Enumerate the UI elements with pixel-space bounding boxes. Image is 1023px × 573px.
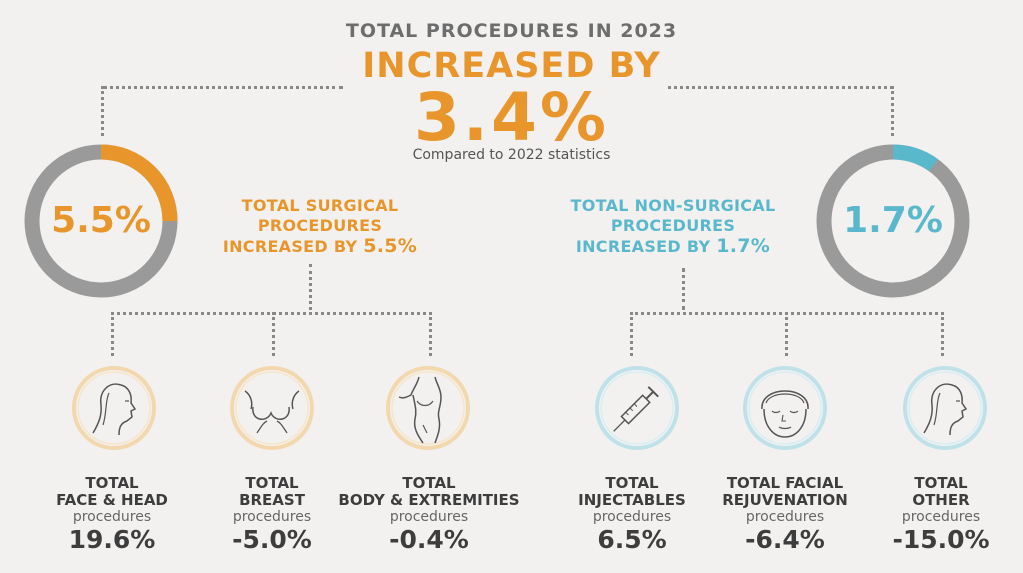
category-name: INJECTABLES	[578, 491, 686, 509]
connector-line	[630, 312, 633, 356]
connector-line	[111, 312, 432, 315]
category-name: BREAST	[239, 491, 305, 509]
nonsurgical-ring	[816, 144, 970, 298]
facial-mask-icon	[743, 366, 827, 450]
surgical-summary-line1: TOTAL SURGICAL	[241, 196, 399, 215]
total-percent: 3.4%	[413, 79, 610, 156]
nonsurgical-summary-prefix: INCREASED BY	[575, 237, 717, 256]
page-title: TOTAL PROCEDURES IN 2023	[345, 20, 678, 42]
surgical-ring-label: 5.5%	[51, 200, 151, 241]
connector-line	[111, 312, 114, 356]
connector-line	[785, 312, 788, 356]
nonsurgical-summary-line3: INCREASED BY 1.7%	[548, 236, 798, 257]
category-name: TOTAL	[245, 474, 299, 492]
category-name: FACE & HEAD	[56, 491, 168, 509]
face-profile-icon	[72, 366, 156, 450]
category-value: -5.0%	[232, 525, 312, 554]
body-icon	[386, 366, 470, 450]
surgical-summary-value: 5.5%	[363, 235, 418, 257]
increase-heading: INCREASED BY	[362, 46, 661, 86]
connector-line	[309, 264, 312, 310]
surgical-summary-prefix: INCREASED BY	[222, 237, 364, 256]
syringe-icon	[595, 366, 679, 450]
category-unit: procedures	[745, 509, 825, 525]
connector-line	[101, 86, 104, 136]
connector-line	[941, 312, 944, 356]
face-profile-icon	[903, 366, 987, 450]
category-other: TOTAL OTHER procedures -15.0%	[856, 475, 1023, 555]
category-unit: procedures	[232, 509, 312, 525]
connector-line	[891, 86, 894, 136]
surgical-summary: TOTAL SURGICAL PROCEDURES INCREASED BY 5…	[195, 196, 445, 257]
connector-line	[103, 86, 343, 89]
category-injectables: TOTAL INJECTABLES procedures 6.5%	[547, 475, 717, 555]
category-name: TOTAL	[914, 474, 968, 492]
category-name: TOTAL	[85, 474, 139, 492]
category-unit: procedures	[901, 509, 981, 525]
category-body-extremities: TOTAL BODY & EXTREMITIES procedures -0.4…	[333, 475, 525, 555]
connector-line	[429, 312, 432, 356]
nonsurgical-summary: TOTAL NON-SURGICAL PROCEDURES INCREASED …	[548, 196, 798, 257]
category-name: TOTAL	[605, 474, 659, 492]
category-face-head: TOTAL FACE & HEAD procedures 19.6%	[27, 475, 197, 555]
category-value: -15.0%	[892, 525, 990, 554]
category-unit: procedures	[389, 509, 469, 525]
category-name: OTHER	[912, 491, 970, 509]
surgical-summary-line3: INCREASED BY 5.5%	[195, 236, 445, 257]
surgical-ring	[24, 144, 178, 298]
connector-line	[682, 268, 685, 310]
category-unit: procedures	[592, 509, 672, 525]
category-value: -6.4%	[745, 525, 825, 554]
category-breast: TOTAL BREAST procedures -5.0%	[187, 475, 357, 555]
category-name: BODY & EXTREMITIES	[338, 491, 520, 509]
category-value: 6.5%	[597, 525, 667, 554]
category-unit: procedures	[72, 509, 152, 525]
ring-progress	[24, 144, 178, 298]
nonsurgical-summary-line1: TOTAL NON-SURGICAL	[570, 196, 776, 215]
category-name: TOTAL	[402, 474, 456, 492]
surgical-summary-line2: PROCEDURES	[257, 216, 383, 235]
nonsurgical-summary-value: 1.7%	[716, 235, 771, 257]
breast-icon	[230, 366, 314, 450]
nonsurgical-summary-line2: PROCEDURES	[610, 216, 736, 235]
connector-line	[668, 86, 893, 89]
comparison-note: Compared to 2022 statistics	[412, 147, 611, 163]
category-name: TOTAL FACIAL	[726, 474, 844, 492]
ring-progress	[816, 144, 970, 298]
category-facial-rejuvenation: TOTAL FACIAL REJUVENATION procedures -6.…	[700, 475, 870, 555]
category-value: 19.6%	[68, 525, 156, 554]
category-value: -0.4%	[389, 525, 469, 554]
connector-line	[272, 312, 275, 356]
category-name: REJUVENATION	[722, 491, 848, 509]
nonsurgical-ring-label: 1.7%	[843, 200, 943, 241]
